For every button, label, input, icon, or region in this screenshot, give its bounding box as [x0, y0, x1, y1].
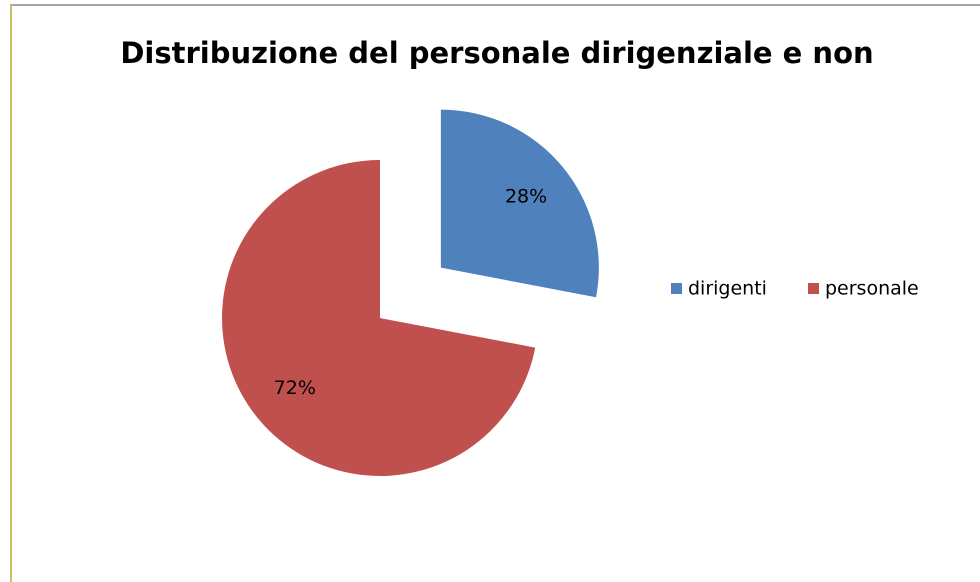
pie-slice: [440, 109, 599, 298]
data-label: 72%: [274, 377, 316, 399]
legend-swatch: [671, 283, 682, 294]
chart-title: Distribuzione del personale dirigenziale…: [120, 36, 873, 70]
legend-label: personale: [825, 278, 919, 300]
pie-slice: [222, 160, 536, 477]
data-label: 28%: [505, 186, 547, 208]
legend-swatch: [808, 283, 819, 294]
legend-label: dirigenti: [688, 278, 767, 300]
